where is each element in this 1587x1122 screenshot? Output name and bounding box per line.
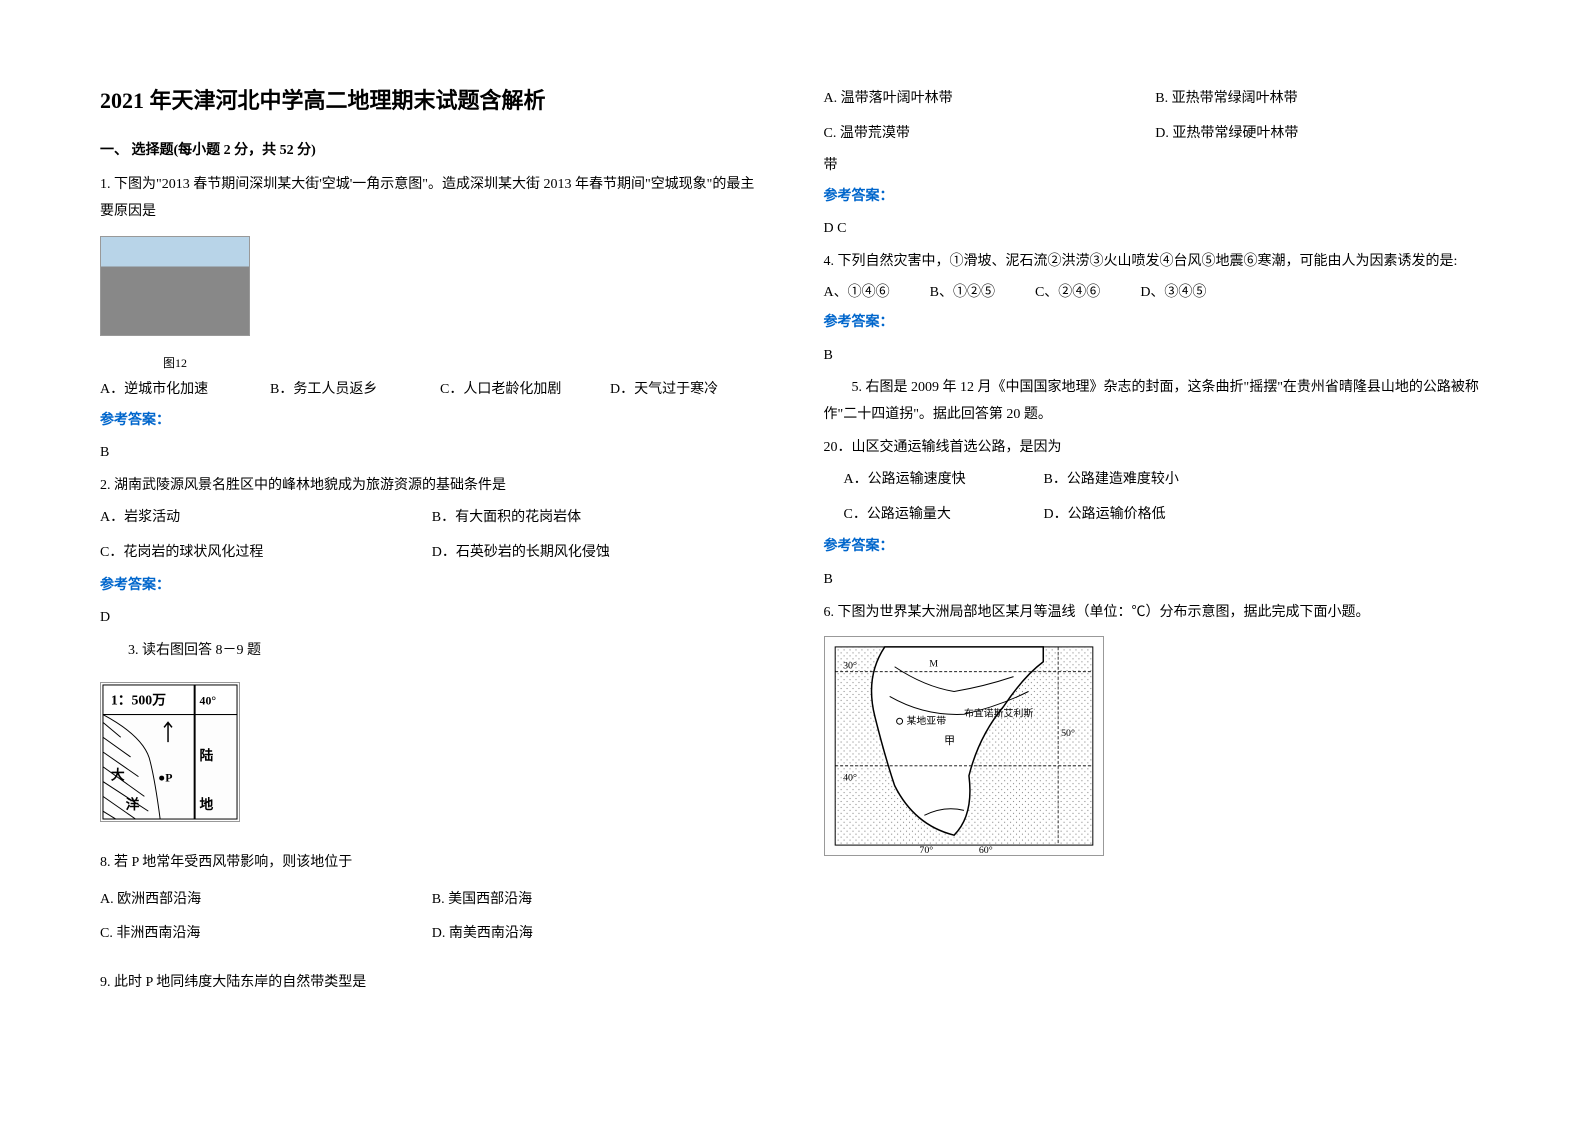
q8-optA: A. 欧洲西部沿海 (100, 887, 432, 914)
q9-options: A. 温带落叶阔叶林带 B. 亚热带常绿阔叶林带 C. 温带荒漠带 D. 亚热带… (824, 86, 1488, 147)
map-lat-text: 40° (200, 694, 217, 708)
q2-optB: B．有大面积的花岗岩体 (432, 505, 764, 532)
q5-optA: A．公路运输速度快 (844, 467, 1044, 494)
svg-text:大: 大 (111, 767, 125, 783)
q2-answer: D (100, 605, 764, 632)
q2-answer-label: 参考答案： (100, 573, 764, 600)
q2-options: A．岩浆活动 B．有大面积的花岗岩体 C．花岗岩的球状风化过程 D．石英砂岩的长… (100, 505, 764, 566)
q9-answer-label: 参考答案： (824, 184, 1488, 211)
q9-optB: B. 亚热带常绿阔叶林带 (1155, 86, 1487, 113)
q8-stem: 8. 若 P 地常年受西风带影响，则该地位于 (100, 850, 764, 877)
q8-optB: B. 美国西部沿海 (432, 887, 764, 914)
q5-optB: B．公路建造难度较小 (1044, 467, 1244, 494)
q1-image-label: 图12 (100, 352, 250, 375)
svg-text:50°: 50° (1061, 728, 1075, 739)
q5-sub: 20．山区交通运输线首选公路，是因为 (824, 435, 1488, 462)
q5-stem: 5. 右图是 2009 年 12 月《中国国家地理》杂志的封面，这条曲折"摇摆"… (824, 375, 1488, 428)
q1-answer: B (100, 440, 764, 467)
q3-stem: 3. 读右图回答 8－9 题 (100, 638, 764, 665)
svg-text:60°: 60° (978, 845, 992, 855)
q2-optD: D．石英砂岩的长期风化侵蚀 (432, 540, 764, 567)
q1-optC: C．人口老龄化加剧 (440, 377, 580, 404)
q1-optB: B．务工人员返乡 (270, 377, 410, 404)
left-column: 2021 年天津河北中学高二地理期末试题含解析 一、 选择题(每小题 2 分，共… (100, 80, 764, 1082)
q1-image: 图12 (100, 230, 764, 375)
q4-answer: B (824, 343, 1488, 370)
svg-text:地: 地 (200, 796, 214, 812)
map-scale-text: 1：500万 (111, 693, 166, 708)
q4-stem: 4. 下列自然灾害中，①滑坡、泥石流②洪涝③火山喷发④台风⑤地震⑥寒潮，可能由人… (824, 249, 1488, 276)
q4-optB: B、①②⑤ (930, 280, 995, 307)
q8-optC: C. 非洲西南沿海 (100, 921, 432, 948)
svg-text:某地亚带: 某地亚带 (906, 714, 946, 727)
q5-optD: D．公路运输价格低 (1044, 502, 1244, 529)
q6-map: 30° 40° 50° 60° 70° 某地亚带 布宜诺斯艾利斯 甲 M (824, 636, 1104, 856)
q4-answer-label: 参考答案： (824, 310, 1488, 337)
section-header: 一、 选择题(每小题 2 分，共 52 分) (100, 138, 764, 165)
svg-text:布宜诺斯艾利斯: 布宜诺斯艾利斯 (964, 706, 1033, 719)
q4-optD: D、③④⑤ (1140, 280, 1206, 307)
street-image (100, 236, 250, 336)
svg-text:70°: 70° (919, 845, 933, 855)
q9-optC: C. 温带荒漠带 (824, 121, 1156, 148)
q2-optC: C．花岗岩的球状风化过程 (100, 540, 432, 567)
q5-optC: C．公路运输量大 (844, 502, 1044, 529)
q1-stem: 1. 下图为"2013 春节期间深圳某大街'空城'一角示意图"。造成深圳某大街 … (100, 172, 764, 225)
q1-optA: A．逆城市化加速 (100, 377, 240, 404)
q8-options: A. 欧洲西部沿海 B. 美国西部沿海 C. 非洲西南沿海 D. 南美西南沿海 (100, 887, 764, 948)
q4-options: A、①④⑥ B、①②⑤ C、②④⑥ D、③④⑤ (824, 280, 1488, 307)
q1-answer-label: 参考答案： (100, 408, 764, 435)
svg-text:甲: 甲 (944, 735, 955, 747)
q9-stem: 9. 此时 P 地同纬度大陆东岸的自然带类型是 (100, 970, 764, 997)
page-title: 2021 年天津河北中学高二地理期末试题含解析 (100, 80, 764, 122)
q6-stem: 6. 下图为世界某大洲局部地区某月等温线（单位：℃）分布示意图，据此完成下面小题… (824, 600, 1488, 627)
q1-options: A．逆城市化加速 B．务工人员返乡 C．人口老龄化加剧 D．天气过于寒冷 (100, 377, 764, 404)
svg-text:40°: 40° (843, 773, 857, 784)
q5-answer: B (824, 567, 1488, 594)
q9-answer: D C (824, 216, 1488, 243)
q4-optA: A、①④⑥ (824, 280, 890, 307)
q4-optC: C、②④⑥ (1035, 280, 1100, 307)
svg-text:陆: 陆 (200, 748, 214, 763)
q3-map: 1：500万 40° 大 洋 陆 地 ●P (100, 682, 240, 822)
q1-optD: D．天气过于寒冷 (610, 377, 750, 404)
q2-optA: A．岩浆活动 (100, 505, 432, 532)
q9-optD: D. 亚热带常绿硬叶林带 (1155, 121, 1487, 148)
right-column: A. 温带落叶阔叶林带 B. 亚热带常绿阔叶林带 C. 温带荒漠带 D. 亚热带… (824, 80, 1488, 1082)
q5-options: A．公路运输速度快 B．公路建造难度较小 C．公路运输量大 D．公路运输价格低 (844, 467, 1488, 528)
svg-text:洋: 洋 (126, 796, 140, 812)
q8-optD: D. 南美西南沿海 (432, 921, 764, 948)
svg-text:M: M (929, 659, 938, 670)
svg-text:●P: ●P (158, 771, 172, 785)
q9-optA: A. 温带落叶阔叶林带 (824, 86, 1156, 113)
q2-stem: 2. 湖南武陵源风景名胜区中的峰林地貌成为旅游资源的基础条件是 (100, 473, 764, 500)
svg-text:30°: 30° (843, 661, 857, 672)
q9-tail: 带 (824, 153, 1488, 180)
q5-answer-label: 参考答案： (824, 534, 1488, 561)
